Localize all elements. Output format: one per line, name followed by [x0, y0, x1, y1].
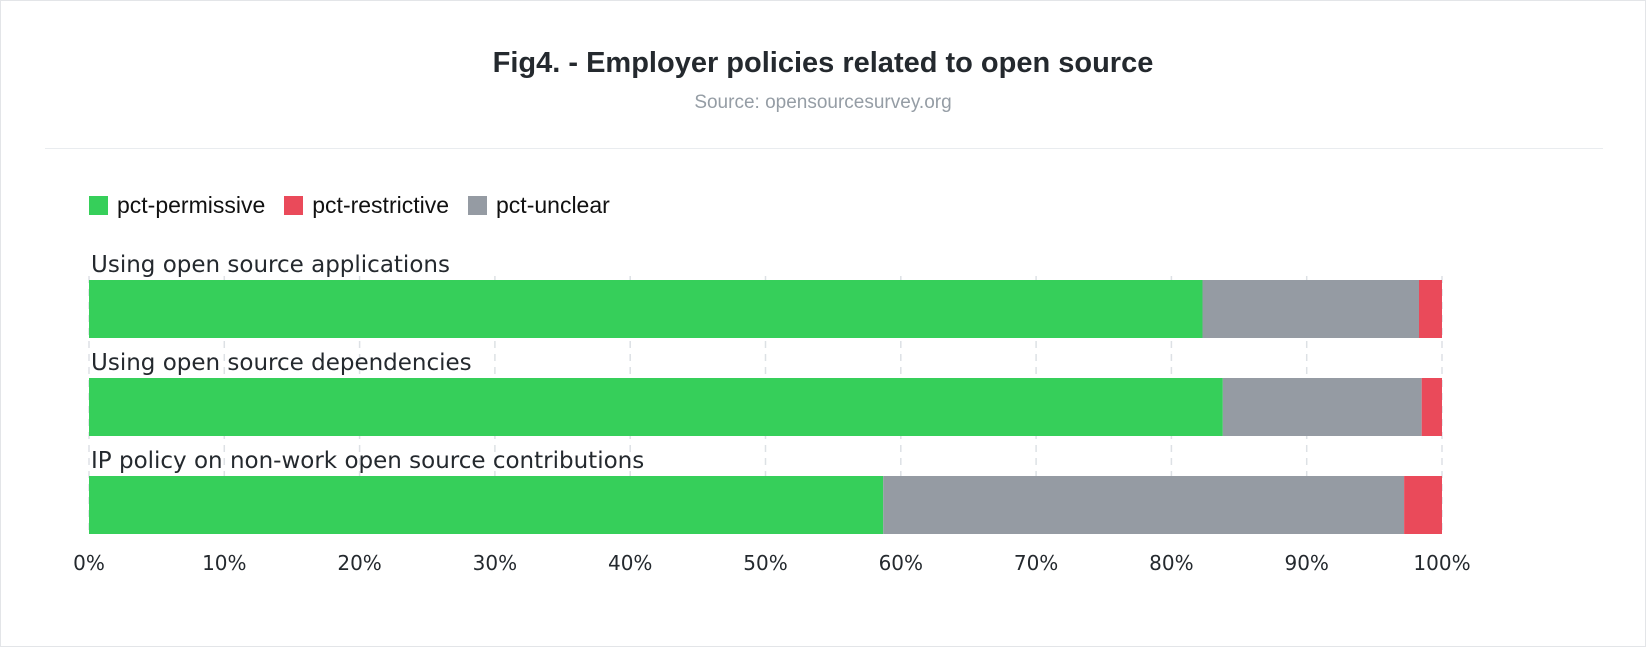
x-tick-label: 50% [743, 551, 787, 575]
legend-item-permissive[interactable]: pct-permissive [89, 192, 265, 219]
chart-subtitle: Source: opensourcesurvey.org [694, 92, 952, 113]
legend-swatch-unclear [468, 196, 488, 215]
x-tick-label: 20% [337, 551, 381, 575]
category-label: IP policy on non-work open source contri… [91, 448, 644, 474]
bar-segment-pct-permissive[interactable] [89, 280, 1203, 338]
legend-item-restrictive[interactable]: pct-restrictive [284, 192, 449, 219]
bar-segment-pct-restrictive[interactable] [1404, 476, 1442, 534]
legend-label-restrictive: pct-restrictive [312, 192, 450, 218]
x-tick-label: 100% [1413, 551, 1470, 575]
category-label: Using open source applications [91, 252, 450, 278]
bar-segment-pct-unclear[interactable] [1202, 280, 1419, 338]
bar-segment-pct-restrictive[interactable] [1421, 378, 1442, 436]
x-tick-label: 10% [202, 551, 246, 575]
legend-item-unclear[interactable]: pct-unclear [468, 192, 610, 219]
chart-title: Fig4. - Employer policies related to ope… [492, 47, 1154, 79]
category-label: Using open source dependencies [91, 350, 472, 376]
bar-segment-pct-unclear[interactable] [883, 476, 1405, 534]
bar-segment-pct-unclear[interactable] [1222, 378, 1422, 436]
x-tick-label: 0% [73, 551, 105, 575]
bar-segment-pct-permissive[interactable] [89, 378, 1223, 436]
x-tick-label: 40% [608, 551, 652, 575]
header-divider [45, 148, 1603, 149]
legend-swatch-permissive [89, 196, 108, 215]
x-tick-label: 70% [1014, 551, 1058, 575]
x-tick-label: 30% [473, 551, 517, 575]
legend-label-unclear: pct-unclear [496, 192, 610, 218]
x-tick-label: 80% [1149, 551, 1193, 575]
x-tick-label: 60% [879, 551, 923, 575]
x-tick-label: 90% [1284, 551, 1328, 575]
legend-label-permissive: pct-permissive [117, 192, 266, 218]
bar-segment-pct-permissive[interactable] [89, 476, 884, 534]
bar-segment-pct-restrictive[interactable] [1418, 280, 1442, 338]
chart-legend: pct-permissive pct-restrictive pct-uncle… [89, 192, 629, 219]
legend-swatch-restrictive [284, 196, 304, 215]
